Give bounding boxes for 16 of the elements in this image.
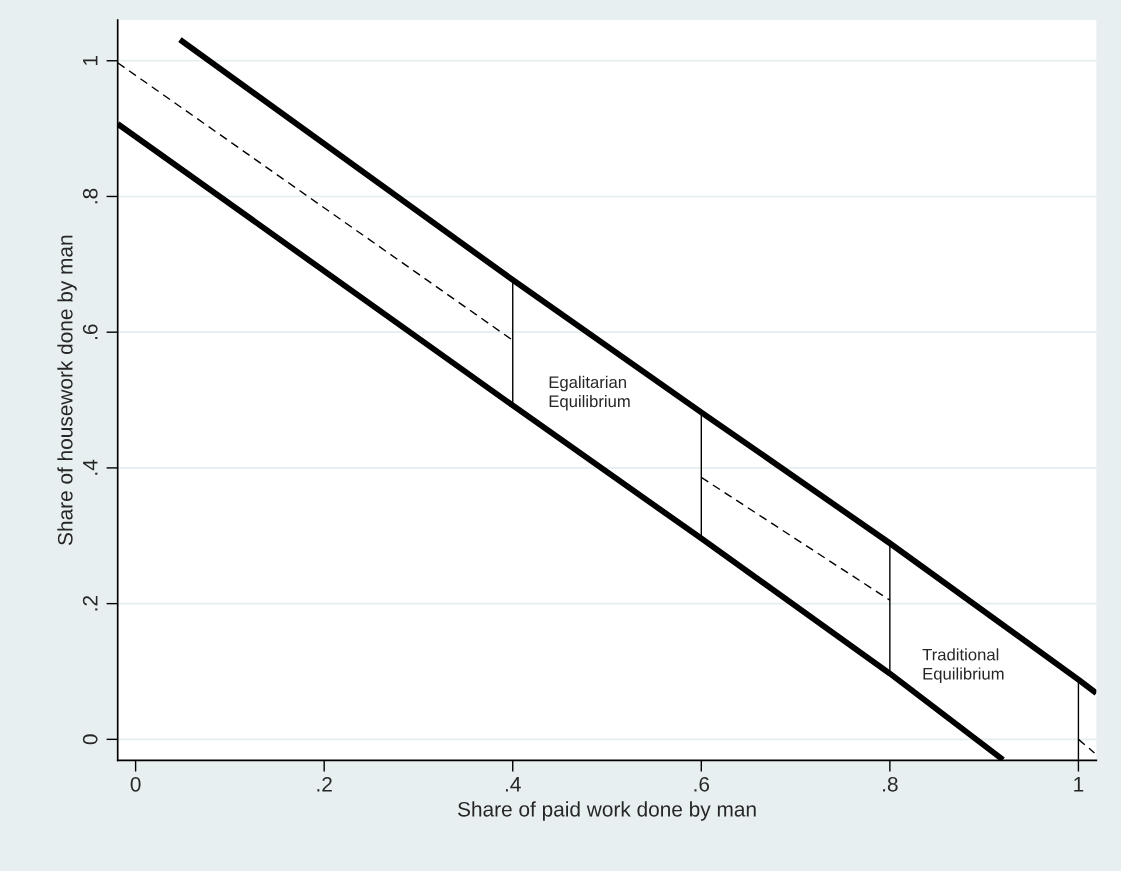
annotation: Traditional Equilibrium <box>922 648 1004 683</box>
x-tick-label: .4 <box>505 777 521 792</box>
y-tick-label: .8 <box>82 188 98 204</box>
y-tick-label: .2 <box>82 595 98 611</box>
y-tick-label: .6 <box>82 324 98 339</box>
annotation: Egalitarian Equilibrium <box>549 375 630 411</box>
y-tick-label: 0 <box>82 734 98 745</box>
y-axis-title: Share of housework done by man <box>57 235 77 546</box>
y-tick-label: 1 <box>83 55 98 65</box>
x-tick-label: 1 <box>1074 777 1084 792</box>
x-tick-label: .8 <box>883 776 898 792</box>
x-tick-label: .6 <box>694 776 710 792</box>
x-tick-label: .2 <box>317 776 332 792</box>
x-axis-title: Share of paid work done by man <box>458 801 756 821</box>
y-tick-label: .4 <box>83 459 98 475</box>
x-tick-label: 0 <box>130 776 141 792</box>
